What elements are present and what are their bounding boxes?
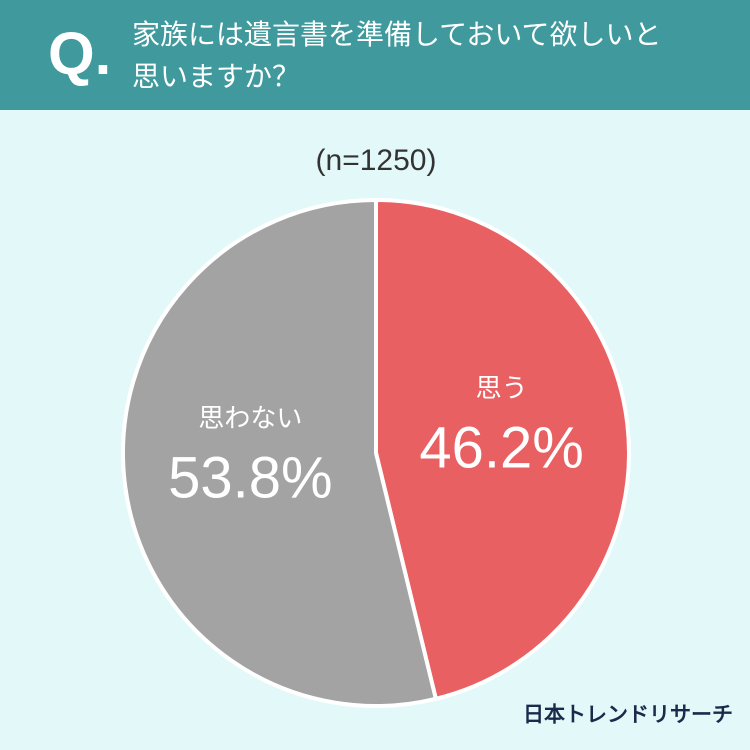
question-label: Q. [48, 20, 112, 87]
pie-slice [374, 197, 631, 702]
chart-subtitle: (n=1250) [316, 144, 437, 177]
slice-category-label: 思う [476, 373, 528, 403]
slice-category-label: 思わない [198, 403, 302, 433]
slice-value-label: 46.2% [419, 415, 583, 480]
slice-value-label: 53.8% [168, 445, 332, 510]
source-brand: 日本トレンドリサーチ [523, 704, 733, 727]
chart-title: 家族には遺言書を準備しておいて欲しいと思いますか？ [132, 19, 662, 92]
pie-slice [121, 197, 439, 708]
header: Q. 家族には遺言書を準備しておいて欲しいと思いますか？ [0, 0, 750, 110]
